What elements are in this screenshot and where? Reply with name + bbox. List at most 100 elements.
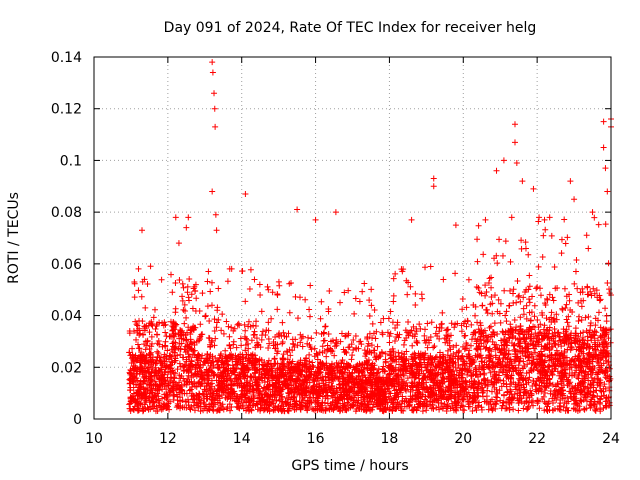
data-point: [526, 272, 533, 279]
data-point: [483, 288, 490, 295]
data-point: [526, 283, 533, 290]
data-point: [512, 383, 519, 390]
data-point: [544, 296, 551, 303]
data-point: [228, 265, 235, 272]
data-point: [390, 383, 397, 390]
data-point: [167, 353, 174, 360]
data-point: [386, 339, 393, 346]
data-point: [501, 287, 508, 294]
data-point: [287, 279, 294, 286]
data-point: [469, 407, 476, 414]
data-point: [543, 315, 550, 322]
data-point: [536, 405, 543, 412]
data-point: [475, 402, 482, 409]
data-point: [474, 319, 481, 326]
data-point: [153, 381, 160, 388]
data-point: [163, 386, 170, 393]
data-point: [179, 280, 186, 287]
data-point: [225, 323, 232, 330]
data-point: [433, 372, 440, 379]
data-point: [207, 288, 214, 295]
data-point: [523, 395, 530, 402]
data-point: [253, 387, 260, 394]
data-point: [155, 350, 162, 357]
data-point: [582, 314, 589, 321]
data-point: [183, 358, 190, 365]
data-point: [373, 328, 380, 335]
data-point: [509, 290, 516, 297]
data-point: [515, 293, 522, 300]
data-point: [162, 338, 169, 345]
data-point: [304, 403, 311, 410]
data-point: [218, 350, 225, 357]
data-point: [129, 345, 136, 352]
data-point: [297, 294, 304, 301]
data-point: [412, 290, 419, 297]
data-point: [477, 352, 484, 359]
data-point: [463, 304, 470, 311]
x-tick-label: 20: [454, 431, 472, 447]
data-point: [558, 236, 565, 243]
data-point: [409, 395, 416, 402]
data-point: [574, 285, 581, 292]
data-point: [520, 358, 527, 365]
data-point: [156, 319, 163, 326]
y-tick-label: 0.12: [51, 102, 82, 118]
data-point: [458, 322, 465, 329]
data-point: [583, 232, 590, 239]
data-point: [182, 307, 189, 314]
data-point: [311, 378, 318, 385]
data-point: [172, 370, 179, 377]
data-point: [400, 372, 407, 379]
data-point: [161, 371, 168, 378]
data-point: [520, 294, 527, 301]
data-points: [126, 59, 614, 415]
data-point: [581, 405, 588, 412]
data-point: [520, 331, 527, 338]
data-point: [526, 296, 533, 303]
data-point: [595, 221, 602, 228]
data-point: [212, 335, 219, 342]
data-point: [151, 306, 158, 313]
data-point: [198, 369, 205, 376]
data-point: [591, 290, 598, 297]
data-point: [330, 378, 337, 385]
data-point: [337, 299, 344, 306]
data-point: [186, 297, 193, 304]
data-point: [304, 340, 311, 347]
data-point: [322, 323, 329, 330]
data-point: [246, 286, 253, 293]
data-point: [152, 325, 159, 332]
data-point: [258, 308, 265, 315]
data-point: [561, 285, 568, 292]
data-point: [224, 278, 231, 285]
data-point: [291, 344, 298, 351]
data-point: [145, 406, 152, 413]
data-point: [451, 324, 458, 331]
data-point: [193, 295, 200, 302]
data-point: [189, 305, 196, 312]
data-point: [548, 232, 555, 239]
data-point: [485, 280, 492, 287]
data-point: [151, 378, 158, 385]
data-point: [146, 329, 153, 336]
data-point: [139, 318, 146, 325]
x-tick-label: 24: [602, 431, 620, 447]
data-point: [369, 335, 376, 342]
data-point: [411, 333, 418, 340]
data-point: [430, 344, 437, 351]
data-point: [358, 390, 365, 397]
data-point: [603, 312, 610, 319]
data-point: [476, 379, 483, 386]
data-point: [181, 301, 188, 308]
data-point: [202, 312, 209, 319]
data-point: [371, 350, 378, 357]
data-point: [130, 379, 137, 386]
data-point: [537, 329, 544, 336]
data-point: [405, 318, 412, 325]
data-point: [279, 319, 286, 326]
data-point: [323, 353, 330, 360]
data-point: [226, 333, 233, 340]
data-point: [511, 317, 518, 324]
data-point: [447, 362, 454, 369]
